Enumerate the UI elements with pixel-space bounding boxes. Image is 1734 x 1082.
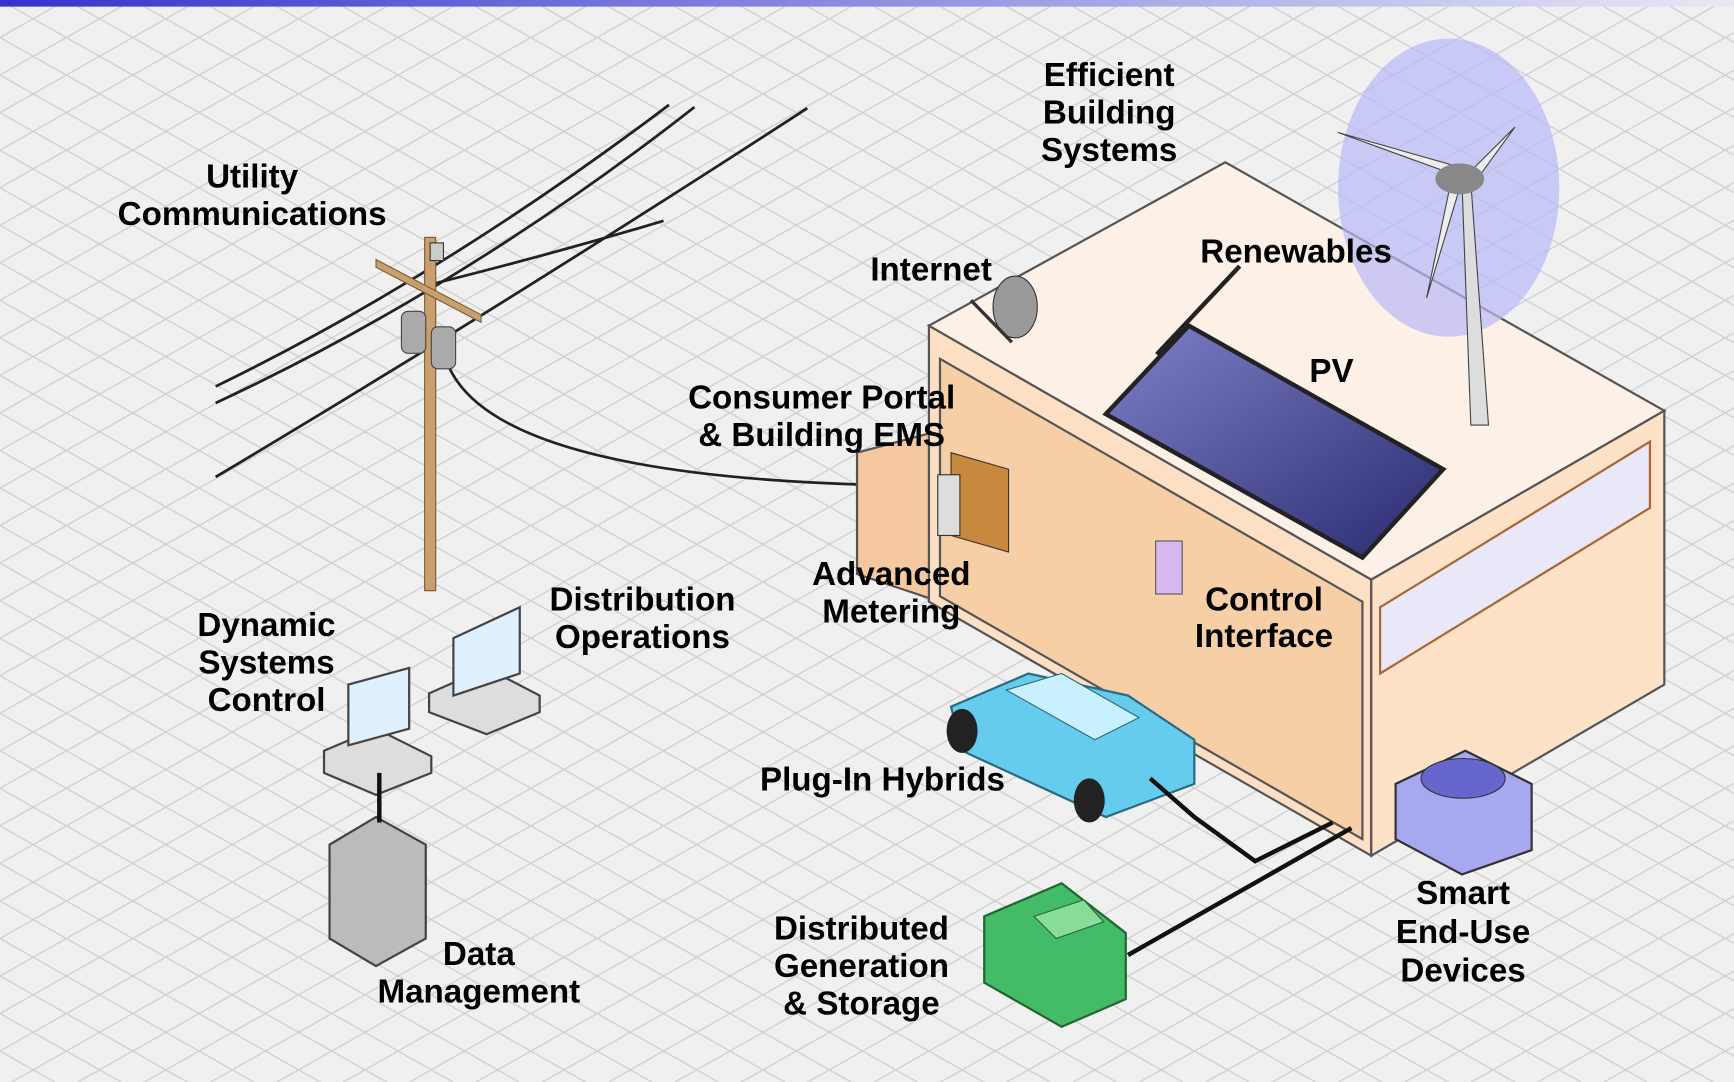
label: Internet xyxy=(870,251,992,288)
label: Distributed xyxy=(774,911,949,948)
label: Renewables xyxy=(1200,234,1392,271)
label: Interface xyxy=(1195,618,1333,655)
label: Operations xyxy=(555,619,730,656)
label: Data xyxy=(443,936,515,973)
top-bar xyxy=(0,0,1734,7)
label: Advanced xyxy=(812,556,970,593)
label: Communications xyxy=(118,196,387,233)
label: Systems xyxy=(198,644,334,681)
label: Efficient xyxy=(1044,57,1175,94)
label: Distribution xyxy=(550,581,736,618)
label: Systems xyxy=(1041,132,1177,169)
label: & Building EMS xyxy=(698,417,945,454)
label: Management xyxy=(378,973,581,1010)
label: Consumer Portal xyxy=(688,379,955,416)
label: Generation xyxy=(774,948,949,985)
label: PV xyxy=(1309,353,1353,390)
label: Control xyxy=(208,682,326,719)
label: Devices xyxy=(1400,952,1525,989)
label: Smart xyxy=(1416,875,1510,912)
label: End-Use xyxy=(1396,914,1530,951)
label: & Storage xyxy=(783,986,940,1023)
label: Metering xyxy=(822,594,960,631)
label: Plug-In Hybrids xyxy=(760,761,1005,798)
label: Building xyxy=(1043,95,1176,132)
diagram: Utility Communications Efficient Buildin… xyxy=(0,0,1734,1082)
label: Control xyxy=(1205,581,1323,618)
label: Dynamic xyxy=(197,607,335,644)
label: Utility xyxy=(206,159,299,196)
